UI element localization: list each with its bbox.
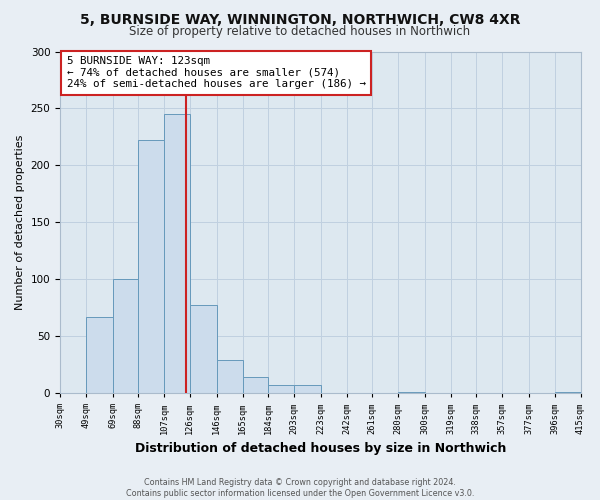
Bar (86, 317, 113, 393)
Bar (555, 392, 581, 393)
Text: Contains HM Land Registry data © Crown copyright and database right 2024.
Contai: Contains HM Land Registry data © Crown c… (126, 478, 474, 498)
Bar (242, 377, 268, 393)
Text: 5 BURNSIDE WAY: 123sqm
← 74% of detached houses are smaller (574)
24% of semi-de: 5 BURNSIDE WAY: 123sqm ← 74% of detached… (67, 56, 366, 90)
Bar (398, 392, 425, 393)
Bar (113, 280, 139, 393)
Text: 5, BURNSIDE WAY, WINNINGTON, NORTHWICH, CW8 4XR: 5, BURNSIDE WAY, WINNINGTON, NORTHWICH, … (80, 12, 520, 26)
Bar (139, 140, 164, 393)
Bar (164, 114, 190, 393)
Bar (268, 385, 294, 393)
Bar (190, 306, 217, 393)
Bar (217, 360, 242, 393)
X-axis label: Distribution of detached houses by size in Northwich: Distribution of detached houses by size … (134, 442, 506, 455)
Text: Size of property relative to detached houses in Northwich: Size of property relative to detached ho… (130, 25, 470, 38)
Y-axis label: Number of detached properties: Number of detached properties (15, 134, 25, 310)
Bar (294, 385, 321, 393)
